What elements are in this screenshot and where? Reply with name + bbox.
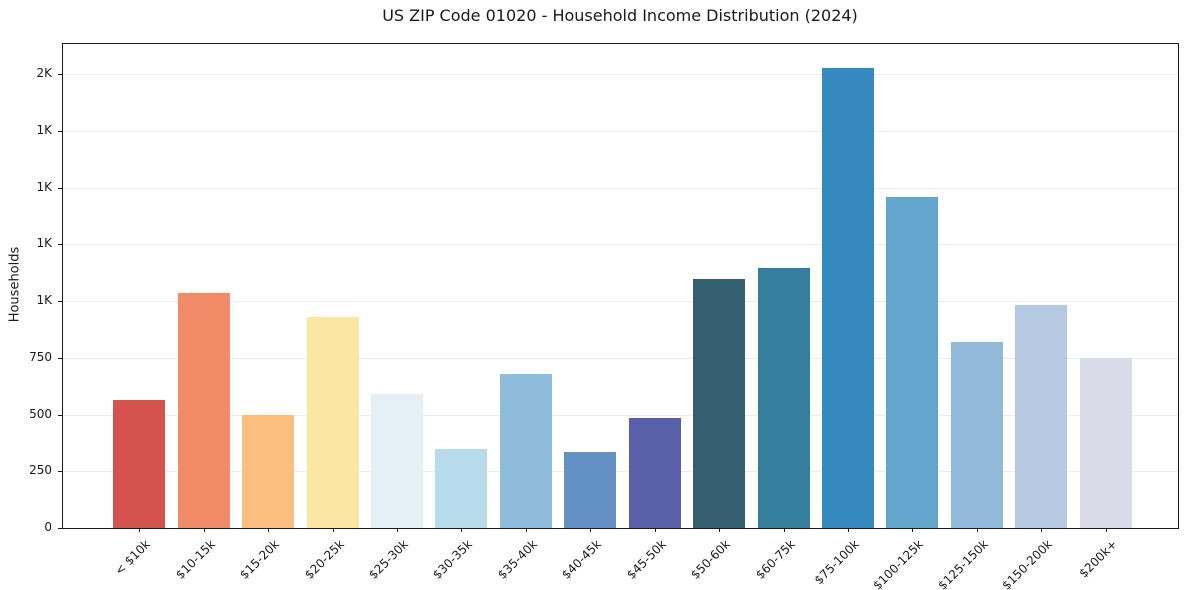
y-tick-label: 1K	[36, 236, 52, 251]
x-tick-mark	[783, 528, 785, 532]
gridline	[63, 471, 1178, 473]
x-tick-mark	[719, 528, 721, 532]
y-tick-mark	[58, 357, 63, 359]
x-tick-mark	[332, 528, 334, 532]
y-tick-label: 2K	[36, 66, 52, 81]
gridline	[63, 414, 1178, 416]
bar-100-125k	[886, 196, 939, 528]
y-tick-mark	[58, 414, 63, 416]
bar-10-15k	[177, 293, 230, 528]
x-tick-mark	[912, 528, 914, 532]
x-tick-mark	[1105, 528, 1107, 532]
y-tick-label: 750	[29, 349, 52, 364]
y-tick-label: 500	[29, 406, 52, 421]
x-tick-mark	[654, 528, 656, 532]
bar-45-50k	[628, 418, 681, 528]
x-tick-label: < $10k	[112, 537, 154, 578]
x-tick-mark	[139, 528, 141, 532]
y-tick-mark	[58, 301, 63, 303]
x-tick-mark	[590, 528, 592, 532]
bar-35-40k	[499, 373, 552, 528]
y-tick-label: 1K	[36, 179, 52, 194]
x-tick-mark	[1041, 528, 1043, 532]
y-tick-mark	[58, 131, 63, 133]
y-tick-label: 1K	[36, 293, 52, 308]
gridline	[63, 131, 1178, 133]
x-tick-mark	[525, 528, 527, 532]
bar-125-150k	[950, 342, 1003, 528]
bar-15-20k	[242, 414, 295, 528]
gridline	[63, 357, 1178, 359]
bar-200k	[1079, 357, 1132, 528]
chart-title: US ZIP Code 01020 - Household Income Dis…	[382, 6, 858, 25]
y-tick-label: 0	[44, 520, 52, 534]
bar-10k	[113, 399, 166, 528]
gridline	[63, 187, 1178, 189]
x-tick-mark	[848, 528, 850, 532]
y-tick-mark	[58, 74, 63, 76]
y-tick-mark	[58, 471, 63, 473]
x-tick-mark	[268, 528, 270, 532]
x-tick-mark	[203, 528, 205, 532]
bar-25-30k	[371, 394, 424, 528]
gridline	[63, 301, 1178, 303]
y-tick-mark	[58, 244, 63, 246]
plot-area	[62, 43, 1179, 529]
bar-30-35k	[435, 448, 488, 528]
gridline	[63, 74, 1178, 76]
y-tick-label: 1K	[36, 123, 52, 138]
gridline	[63, 244, 1178, 246]
bar-150-200k	[1015, 304, 1068, 528]
y-tick-label: 250	[29, 463, 52, 478]
y-tick-mark	[58, 528, 63, 529]
x-tick-mark	[461, 528, 463, 532]
bar-75-100k	[822, 67, 875, 528]
y-axis-label: Households	[7, 246, 23, 323]
x-tick-mark	[976, 528, 978, 532]
bar-20-25k	[306, 317, 359, 528]
y-tick-mark	[58, 187, 63, 189]
bar-40-45k	[564, 452, 617, 528]
bar-60-75k	[757, 268, 810, 528]
bar-50-60k	[693, 278, 746, 528]
x-tick-mark	[397, 528, 399, 532]
